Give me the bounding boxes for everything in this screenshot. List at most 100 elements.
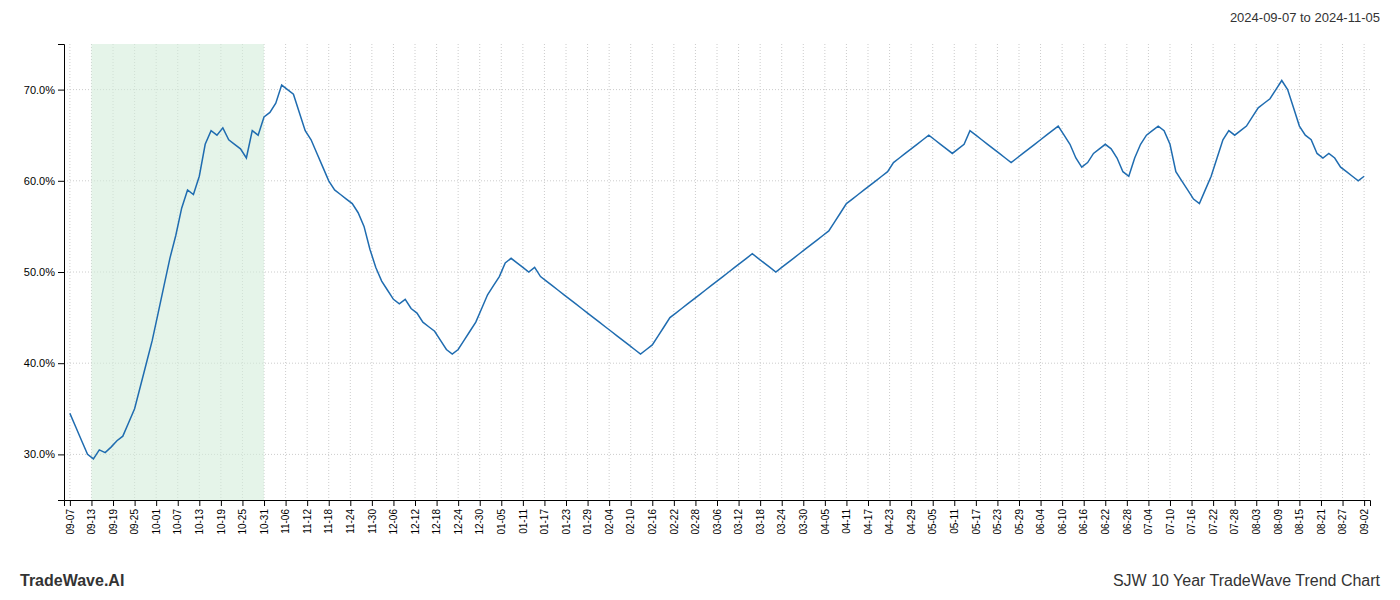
x-tick-label: 09-25 (129, 509, 140, 535)
date-range: 2024-09-07 to 2024-11-05 (1230, 10, 1380, 25)
x-tick-mark (976, 500, 977, 506)
x-tick: 04-17 (863, 500, 874, 535)
x-tick-mark (588, 500, 589, 506)
x-tick-label: 03-12 (733, 509, 744, 535)
grid-line (69, 44, 70, 500)
x-tick-mark (264, 500, 265, 506)
line (70, 80, 1364, 458)
x-tick-mark (113, 500, 114, 506)
x-tick: 10-01 (151, 500, 162, 535)
grid-line (717, 44, 718, 500)
x-tick: 09-13 (86, 500, 97, 535)
x-tick-label: 06-10 (1057, 509, 1068, 535)
x-tick-mark (695, 500, 696, 506)
x-tick-label: 06-22 (1100, 509, 1111, 535)
x-tick-label: 09-02 (1359, 509, 1370, 535)
x-tick-mark (372, 500, 373, 506)
grid-line (824, 44, 825, 500)
x-tick: 05-23 (992, 500, 1003, 535)
x-tick: 12-24 (453, 500, 464, 535)
x-tick-mark (825, 500, 826, 506)
x-tick-label: 03-30 (798, 509, 809, 535)
x-tick-label: 09-07 (65, 509, 76, 535)
grid-line (932, 44, 933, 500)
x-tick-mark (1127, 500, 1128, 506)
grid-line (436, 44, 437, 500)
x-tick-label: 04-17 (863, 509, 874, 535)
x-tick: 10-25 (237, 500, 248, 535)
x-tick-label: 01-23 (561, 509, 572, 535)
x-tick-label: 09-13 (86, 509, 97, 535)
x-tick: 04-29 (906, 500, 917, 535)
x-tick-label: 09-19 (108, 509, 119, 535)
x-tick: 11-24 (345, 500, 356, 534)
x-tick: 02-04 (604, 500, 615, 535)
x-tick-mark (156, 500, 157, 506)
footer-right: SJW 10 Year TradeWave Trend Chart (1113, 572, 1381, 589)
grid-line (328, 44, 329, 500)
x-tick-label: 04-05 (820, 509, 831, 535)
x-tick: 05-11 (949, 500, 960, 534)
x-tick: 11-30 (367, 500, 378, 534)
shaded-region (91, 44, 264, 500)
x-tick-mark (458, 500, 459, 506)
x-tick-mark (415, 500, 416, 506)
grid-line (609, 44, 610, 500)
x-tick: 01-23 (561, 500, 572, 535)
grid-line (911, 44, 912, 500)
x-tick-label: 05-29 (1014, 509, 1025, 535)
grid-line (1105, 44, 1106, 500)
plot-area (70, 44, 1364, 500)
x-tick: 06-10 (1057, 500, 1068, 535)
x-tick-label: 12-18 (431, 509, 442, 535)
grid-line (954, 44, 955, 500)
x-tick: 11-12 (302, 500, 313, 534)
x-tick: 04-05 (820, 500, 831, 535)
x-tick-mark (933, 500, 934, 506)
x-tick-mark (782, 500, 783, 506)
x-tick-label: 08-15 (1294, 509, 1305, 535)
grid-line (1364, 44, 1365, 500)
x-tick-mark (544, 500, 545, 506)
x-tick-label: 01-11 (518, 509, 529, 534)
y-tick-mark (58, 90, 64, 91)
y-tick-mark (58, 454, 64, 455)
x-tick-mark (1105, 500, 1106, 506)
x-tick: 05-29 (1014, 500, 1025, 535)
y-tick: 50.0% (24, 266, 64, 278)
x-tick-mark (286, 500, 287, 506)
x-tick-label: 02-22 (669, 509, 680, 535)
grid-line (415, 44, 416, 500)
x-tick-mark (890, 500, 891, 506)
x-tick-label: 10-07 (172, 509, 183, 535)
x-tick: 08-21 (1316, 500, 1327, 535)
x-tick-label: 12-06 (388, 509, 399, 535)
grid-line (630, 44, 631, 500)
grid-line (781, 44, 782, 500)
x-tick-label: 08-27 (1337, 509, 1348, 535)
x-tick-label: 04-11 (841, 509, 852, 534)
x-tick-label: 03-24 (776, 509, 787, 535)
x-tick-mark (70, 500, 71, 506)
x-tick-label: 03-06 (712, 509, 723, 535)
grid-line (544, 44, 545, 500)
x-tick: 10-19 (216, 500, 227, 535)
grid-line (1299, 44, 1300, 500)
grid-line (846, 44, 847, 500)
x-tick-label: 03-18 (755, 509, 766, 535)
x-tick: 02-22 (669, 500, 680, 535)
x-tick-label: 06-28 (1122, 509, 1133, 535)
x-tick-mark (1148, 500, 1149, 506)
x-tick-label: 02-04 (604, 509, 615, 535)
x-tick-mark (1364, 500, 1365, 506)
x-tick-mark (631, 500, 632, 506)
x-tick-label: 07-16 (1186, 509, 1197, 535)
x-tick-label: 10-01 (151, 509, 162, 535)
x-tick-mark (1192, 500, 1193, 506)
y-tick-mark (58, 363, 64, 364)
x-tick-mark (652, 500, 653, 506)
x-tick: 07-16 (1186, 500, 1197, 535)
grid-line (1234, 44, 1235, 500)
x-tick-label: 08-21 (1316, 509, 1327, 535)
grid-line (587, 44, 588, 500)
